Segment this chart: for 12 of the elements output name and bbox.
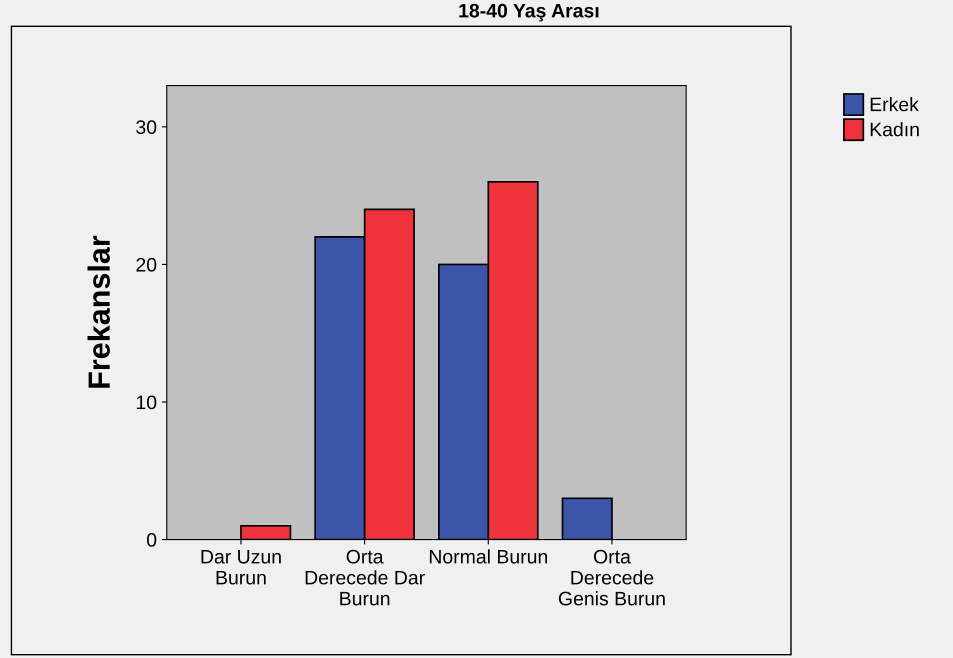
y-tick-label: 10 [136,395,156,410]
chart-title: 18-40 Yaş Arası [459,4,598,22]
y-tick-label: 30 [136,120,156,134]
x-tick-label: Orta Derecede Genis Burun [558,550,665,606]
x-tick-label: Normal Burun [430,549,548,564]
legend-label: Erkek [870,96,919,112]
y-tick-label: 20 [136,258,156,272]
x-tick-label: Orta Derecede Dar Burun [306,550,425,606]
y-tick-label: 0 [147,533,156,547]
y-axis-title: Frekanslar [88,236,110,388]
legend-label: Kadın [870,122,919,136]
x-tick-label: Dar Uzun Burun [202,550,281,585]
